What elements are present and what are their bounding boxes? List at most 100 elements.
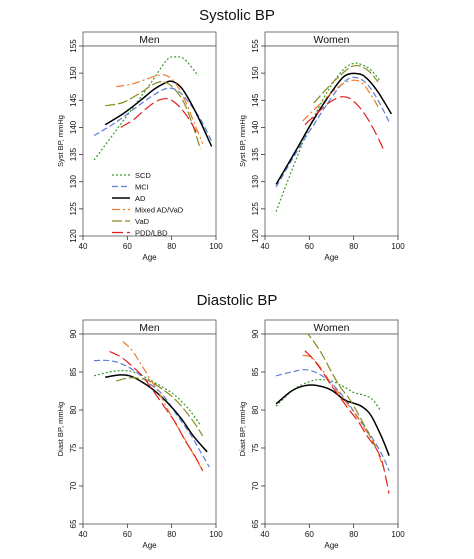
- y-tick-label: 125: [69, 202, 78, 216]
- x-tick-label: 100: [391, 530, 405, 539]
- x-tick-label: 80: [349, 530, 358, 539]
- y-tick-label: 140: [251, 120, 260, 134]
- series-line-pdd-lbd: [109, 350, 204, 472]
- legend-label-pdd-lbd: PDD/LBD: [135, 228, 168, 237]
- y-tick-label: 150: [69, 66, 78, 80]
- series-line-ad: [275, 72, 393, 185]
- y-tick-label: 125: [251, 202, 260, 216]
- y-axis-label: Diast BP, mmHg: [56, 402, 65, 456]
- legend-label-mixed-ad-vad: Mixed AD/VaD: [135, 205, 184, 214]
- legend-label-vad: VaD: [135, 217, 150, 226]
- x-tick-label: 60: [305, 242, 314, 251]
- series-line-scd: [275, 62, 381, 212]
- x-axis-label: Age: [324, 253, 339, 262]
- series-line-pdd-lbd: [304, 96, 386, 153]
- plot-area: [264, 333, 399, 525]
- legend: SCD MCI AD Mixed AD/VaD VaD PDD/LBD: [112, 171, 184, 237]
- series-line-vad: [313, 64, 379, 104]
- y-tick-label: 90: [69, 329, 78, 338]
- y-axis-label: Diast BP, mmHg: [238, 402, 247, 456]
- series-line-vad: [307, 334, 377, 449]
- y-tick-label: 130: [69, 174, 78, 188]
- series-line-scd: [275, 378, 381, 411]
- panel-title: Women: [314, 322, 350, 334]
- y-tick-label: 70: [251, 481, 260, 490]
- series-line-pdd-lbd: [120, 98, 199, 136]
- plot-area: [264, 45, 399, 237]
- y-tick-label: 90: [251, 329, 260, 338]
- x-tick-label: 60: [123, 530, 132, 539]
- series-line-mixed-ad-vad: [302, 79, 379, 122]
- y-tick-label: 145: [251, 93, 260, 107]
- y-tick-label: 75: [69, 443, 78, 452]
- y-tick-label: 135: [251, 147, 260, 161]
- systolic-section-title: Systolic BP: [199, 7, 275, 24]
- y-tick-label: 80: [69, 405, 78, 414]
- x-tick-label: 40: [79, 530, 88, 539]
- panel-title: Men: [139, 322, 160, 334]
- series-group: [93, 341, 210, 472]
- series-line-ad: [104, 80, 213, 147]
- y-tick-label: 130: [251, 174, 260, 188]
- y-tick-label: 85: [69, 367, 78, 376]
- x-tick-label: 40: [79, 242, 88, 251]
- x-tick-label: 80: [167, 242, 176, 251]
- x-tick-label: 100: [209, 530, 223, 539]
- x-axis-label: Age: [142, 253, 157, 262]
- y-tick-label: 155: [69, 39, 78, 53]
- chart-panels: Men 40 60 80 100 Age 120 125 130 135 140 145 150 155 S…: [56, 31, 405, 550]
- series-line-mixed-ad-vad: [116, 74, 204, 144]
- x-axis-label: Age: [324, 541, 339, 550]
- y-tick-label: 75: [251, 443, 260, 452]
- series-line-mci: [94, 359, 210, 468]
- x-tick-label: 100: [209, 242, 223, 251]
- y-axis-label: Syst BP, mmHg: [56, 115, 65, 167]
- x-tick-label: 100: [391, 242, 405, 251]
- series-line-ad: [105, 374, 208, 453]
- series-line-scd: [93, 369, 201, 426]
- y-tick-label: 65: [251, 519, 260, 528]
- x-tick-label: 40: [261, 530, 270, 539]
- x-tick-label: 80: [349, 242, 358, 251]
- series-line-ad: [275, 384, 390, 456]
- legend-label-ad: AD: [135, 194, 146, 203]
- series-group: [275, 334, 390, 494]
- y-tick-label: 150: [251, 66, 260, 80]
- panel-title: Men: [139, 34, 160, 46]
- panel-4: Women 40 60 80 100 Age 65 70 75 80 85 90 Diast BP, m…: [238, 319, 405, 550]
- series-group: [93, 56, 213, 161]
- y-tick-label: 135: [69, 147, 78, 161]
- x-tick-label: 40: [261, 242, 270, 251]
- series-line-vad: [105, 81, 202, 150]
- series-line-scd: [93, 56, 199, 161]
- series-line-mixed-ad-vad: [122, 341, 204, 472]
- series-line-mci: [275, 76, 390, 188]
- y-tick-label: 120: [251, 229, 260, 243]
- series-line-vad: [116, 377, 204, 437]
- panel-title: Women: [314, 34, 350, 46]
- y-tick-label: 120: [69, 229, 78, 243]
- y-tick-label: 65: [69, 519, 78, 528]
- y-tick-label: 85: [251, 367, 260, 376]
- x-tick-label: 80: [167, 530, 176, 539]
- series-line-mci: [275, 369, 390, 472]
- plot-area: [82, 333, 217, 525]
- y-tick-label: 140: [69, 120, 78, 134]
- series-group: [275, 62, 393, 212]
- panel-3: Men 40 60 80 100 Age 65 70 75 80 85 90 Diast BP, mmH…: [56, 319, 223, 550]
- y-tick-label: 155: [251, 39, 260, 53]
- panel-1: Men 40 60 80 100 Age 120 125 130 135 140 145 150 155 S…: [56, 31, 223, 262]
- y-tick-label: 70: [69, 481, 78, 490]
- y-axis-label: Syst BP, mmHg: [238, 115, 247, 167]
- y-tick-label: 145: [69, 93, 78, 107]
- x-axis-label: Age: [142, 541, 157, 550]
- x-tick-label: 60: [305, 530, 314, 539]
- x-tick-label: 60: [123, 242, 132, 251]
- diastolic-section-title: Diastolic BP: [197, 292, 278, 309]
- legend-label-scd: SCD: [135, 171, 151, 180]
- panel-2: Women 40 60 80 100 Age 120 125 130 135 140 145 150 15…: [238, 31, 405, 262]
- legend-label-mci: MCI: [135, 182, 149, 191]
- series-line-pdd-lbd: [304, 350, 390, 494]
- y-tick-label: 80: [251, 405, 260, 414]
